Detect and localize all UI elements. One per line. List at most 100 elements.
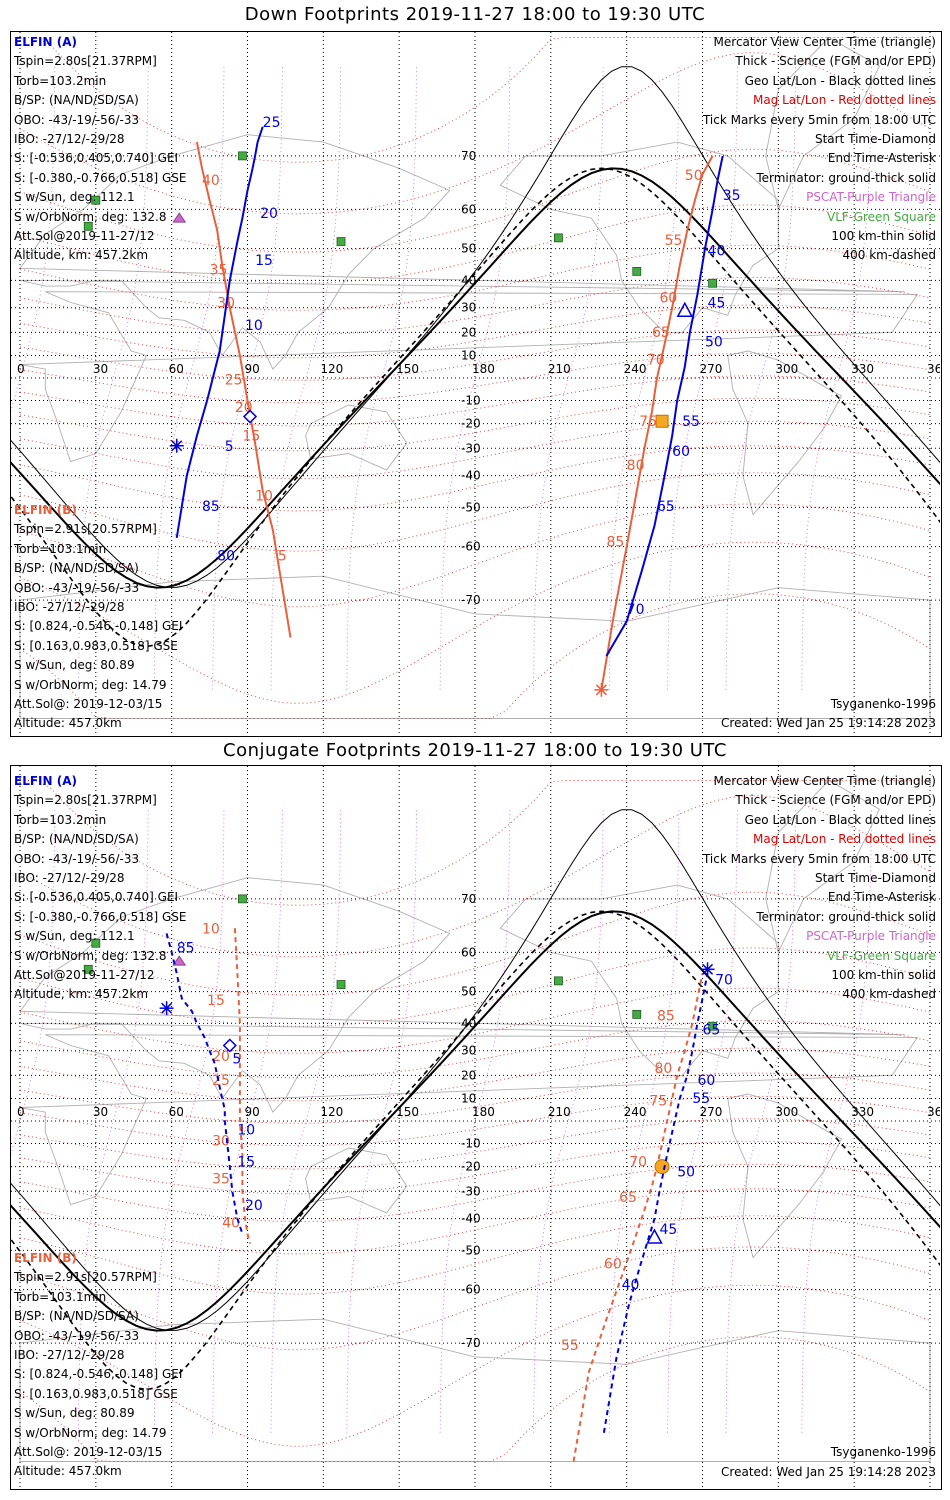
elfin-a-line: IBO: -27/12/-29/28: [14, 131, 125, 146]
elfin-a-info-down: ELFIN (A) Tspin=2.80s[21.37RPM] Torb=103…: [14, 33, 187, 266]
tick-mark-label: 30: [212, 1134, 230, 1150]
legend-entry: Start Time-Diamond: [814, 131, 936, 146]
tick-mark-label: 40: [202, 173, 220, 189]
tick-mark-label: 50: [685, 168, 703, 184]
continent-outline: [499, 141, 779, 333]
legend-entry: PSCAT-Purple Triangle: [806, 929, 936, 944]
elfin-a-heading: ELFIN (A): [14, 35, 77, 49]
tick-mark-label: 40: [622, 1278, 640, 1294]
elfin-b-line: Att.Sol@: 2019-12-03/15: [14, 696, 163, 711]
legend-entry: Tick Marks every 5min from 18:00 UTC: [702, 112, 936, 127]
vlf-station-marker: [238, 894, 247, 904]
mag-latitude-curve: [19, 52, 931, 215]
longitude-tick-label: 90: [245, 362, 260, 376]
tick-mark-label: 25: [212, 1073, 230, 1089]
continent-outline: [19, 877, 905, 1113]
longitude-tick-label: 240: [624, 362, 647, 376]
tick-mark-label: 55: [665, 233, 683, 249]
tick-mark-label: 15: [242, 429, 260, 445]
center-triangle-marker: [676, 301, 694, 318]
latitude-tick-label: 30: [461, 1044, 476, 1058]
elfin-a-line: S: [-0.536,0.405,0.740] GEI: [14, 151, 179, 166]
elfin-a-line: Att.Sol@2019-11-27/12: [14, 228, 155, 243]
latitude-tick-label: -30: [461, 441, 481, 455]
elfin-b-line: IBO: -27/12/-29/28: [14, 599, 125, 614]
mag-latitude-curve: [19, 244, 931, 311]
footprint-track: [602, 973, 709, 1433]
latitude-tick-label: -20: [461, 417, 481, 431]
legend-entry: Thick - Science (FGM and/or EPD): [735, 54, 936, 69]
latitude-tick-label: 50: [461, 985, 476, 999]
elfin-a-line: S: [-0.380,-0.766,0.518] GSE: [14, 170, 187, 185]
mag-latitude-curve: [19, 472, 931, 552]
mag-latitude-curve: [19, 795, 931, 958]
continent-outline: [305, 1147, 408, 1214]
mag-latitude-curve: [19, 987, 931, 1054]
vlf-station-marker: [91, 938, 101, 948]
tick-mark-label: 70: [647, 353, 665, 369]
vlf-station-marker: [708, 278, 718, 288]
vlf-station-marker: [83, 221, 93, 231]
mag-latitude-curve: [19, 947, 931, 1027]
mag-longitude-curve: [270, 66, 342, 690]
created-timestamp-conj: Created: Wed Jan 25 19:14:28 2023: [721, 1465, 936, 1479]
elfin-b-line: B/SP: (NA/ND/SD/SA): [14, 1309, 139, 1324]
elfin-b-line: S w/OrbNorm, deg: 14.79: [14, 1425, 167, 1440]
terminator-400km: [11, 167, 940, 648]
longitude-tick-label: 90: [245, 1105, 260, 1119]
latitude-tick-label: 60: [461, 945, 476, 959]
continent-outline: [499, 884, 779, 1076]
longitude-tick-label: 270: [700, 1105, 723, 1119]
elfin-b-line: S w/OrbNorm, deg: 14.79: [14, 677, 167, 692]
legend-entry: Terminator: ground-thick solid: [756, 909, 936, 924]
elfin-b-heading: ELFIN (B): [14, 1251, 77, 1265]
legend-entry: 400 km-dashed: [842, 987, 936, 1002]
map-legend-conj: Mercator View Center Time (triangle) Thic…: [703, 772, 936, 1005]
vlf-station-marker: [632, 1009, 642, 1019]
elfin-b-line: Att.Sol@: 2019-12-03/15: [14, 1444, 163, 1459]
longitude-tick-label: 360: [927, 362, 950, 376]
elfin-b-line: Torb=103.1min: [14, 1289, 107, 1304]
tick-mark-label: 10: [202, 921, 220, 937]
legend-entry: End Time-Asterisk: [827, 890, 936, 905]
elfin-b-line: Torb=103.1min: [14, 541, 107, 556]
longitude-tick-label: 60: [169, 362, 184, 376]
start-square-marker: [655, 414, 669, 428]
vlf-station-marker: [336, 980, 346, 989]
created-timestamp-down: Created: Wed Jan 25 19:14:28 2023: [721, 716, 936, 730]
vlf-station-marker: [83, 964, 93, 974]
elfin-b-line: Altitude: 457.0km: [14, 1464, 122, 1479]
tick-mark-label: 5: [225, 439, 234, 455]
tick-mark-label: 60: [672, 444, 690, 460]
tick-mark-label: 85: [657, 1008, 675, 1024]
longitude-tick-label: 300: [775, 1105, 798, 1119]
latitude-tick-label: -60: [461, 1283, 481, 1297]
elfin-a-line: Altitude, km: 457.2km: [14, 248, 149, 263]
tick-mark-label: 60: [660, 290, 678, 306]
center-triangle-marker: [646, 1228, 663, 1244]
vlf-station-marker: [238, 151, 247, 161]
mag-latitude-curve: [19, 1215, 931, 1295]
longitude-tick-label: 270: [700, 362, 723, 376]
footprint-track: [175, 126, 264, 539]
latitude-tick-label: 40: [461, 273, 476, 287]
longitude-tick-label: 180: [472, 1105, 495, 1119]
latitude-tick-label: -10: [461, 393, 481, 407]
latitude-tick-label: 70: [461, 149, 476, 163]
tick-mark-label: 15: [237, 1155, 255, 1171]
vlf-station-marker: [91, 195, 101, 205]
terminator-100km: [11, 809, 940, 1331]
tick-mark-label: 10: [255, 489, 273, 505]
latitude-tick-label: -30: [461, 1184, 481, 1198]
elfin-a-info-conj: ELFIN (A) Tspin=2.80s[21.37RPM] Torb=103…: [14, 772, 187, 1005]
tick-mark-label: 65: [619, 1190, 637, 1206]
legend-entry: Mag Lat/Lon - Red dotted lines: [752, 93, 936, 108]
footprint-track: [165, 933, 244, 1235]
elfin-b-line: B/SP: (NA/ND/SD/SA): [14, 561, 139, 576]
elfin-b-line: S: [0.824,-0.546,-0.148] GEI: [14, 619, 183, 634]
longitude-tick-label: 360: [927, 1105, 950, 1119]
mag-latitude-curve: [19, 204, 931, 284]
tick-mark-label: 60: [697, 1073, 715, 1089]
elfin-b-line: OBO: -43/-19/-56/-33: [14, 1328, 140, 1343]
mag-longitude-curve: [346, 809, 417, 1433]
